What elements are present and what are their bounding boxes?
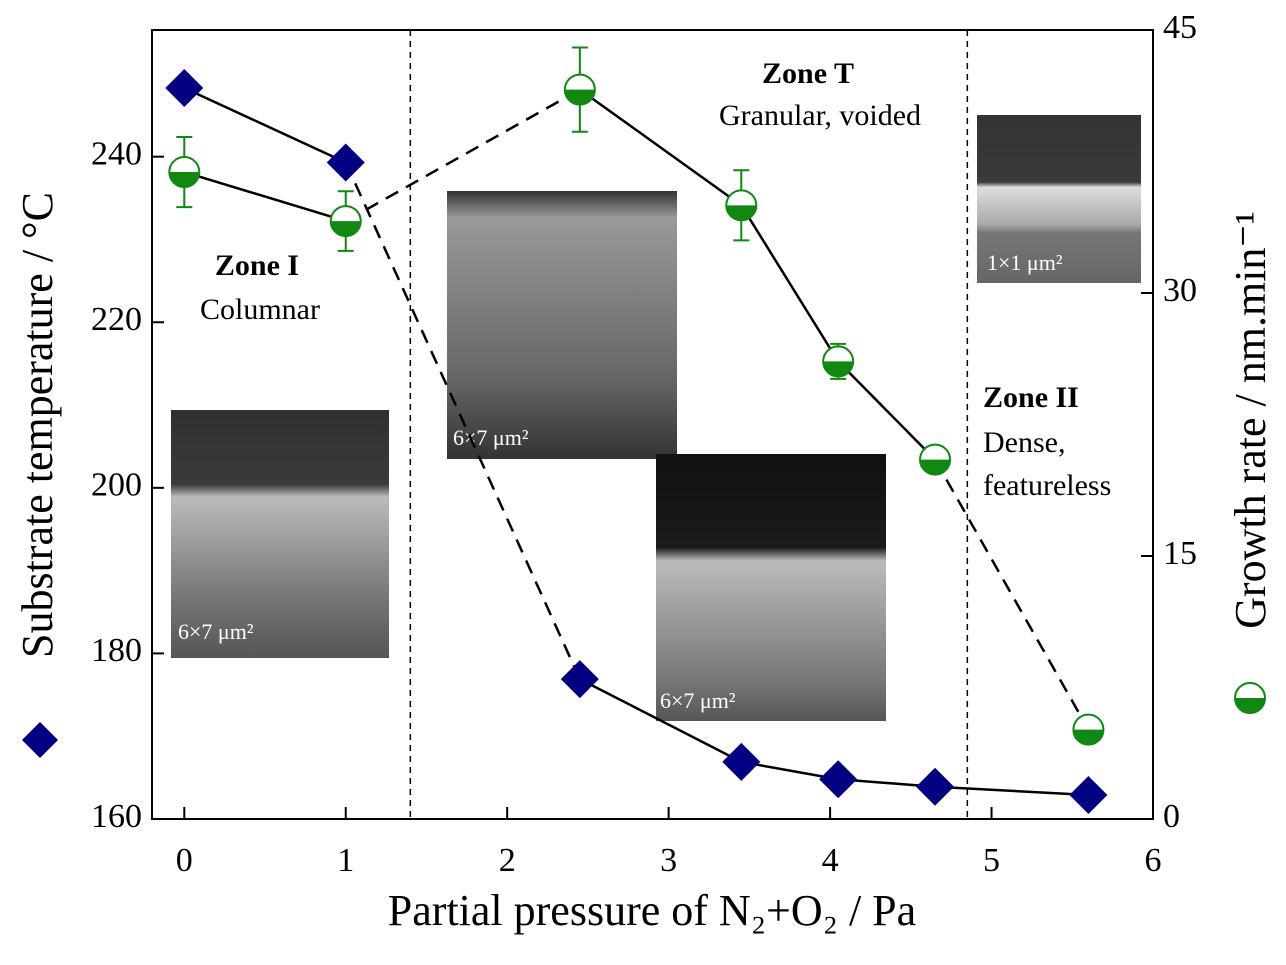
data-point-fill (726, 205, 757, 221)
x-tick-label: 1 (337, 842, 354, 879)
data-point-fill (920, 459, 951, 475)
data-point-fill (1073, 729, 1104, 745)
guide-line (933, 458, 1090, 731)
annotation: Columnar (200, 293, 320, 326)
x-axis-label: Partial pressure of N₂+O₂ / Pa (388, 886, 916, 935)
annotation: Zone I (215, 249, 299, 282)
data-point-fill (564, 89, 595, 105)
inset-label: 6×7 μm² (660, 688, 736, 713)
y-tick-label: 180 (91, 632, 142, 669)
annotation: Dense, (983, 426, 1065, 459)
annotation: Zone T (762, 57, 854, 90)
insets: 6×7 μm² 6×7 μm² 6×7 μm² 1×1 μm² (171, 115, 1141, 721)
plot-frame (151, 29, 1154, 820)
data-point (326, 143, 365, 182)
y-tick-label: 200 (91, 467, 142, 504)
y2-tick-label: 0 (1163, 798, 1180, 835)
data-point (560, 660, 599, 699)
legend-marker (22, 722, 58, 758)
inset-label: 1×1 μm² (987, 250, 1063, 275)
data-point-fill (823, 361, 854, 377)
data-point (722, 742, 761, 781)
x-tick-label: 5 (983, 842, 1000, 879)
annotation: Granular, voided (719, 99, 921, 132)
data-point (165, 68, 204, 107)
annotation: featureless (983, 469, 1111, 502)
x-tick-label: 2 (499, 842, 516, 879)
guide-line (579, 88, 936, 461)
y2-axis-label: Growth rate / nm.min⁻¹ (1226, 211, 1275, 629)
x-tick-label: 3 (660, 842, 677, 879)
y-axis-label: Substrate temperature / °C (13, 192, 62, 658)
y2-tick-label: 15 (1163, 535, 1197, 572)
inset-label: 6×7 μm² (178, 619, 254, 644)
y-tick-label: 160 (91, 798, 142, 835)
data-point-fill (169, 172, 200, 188)
inset-label: 6×7 μm² (453, 425, 529, 450)
guide-line (183, 86, 347, 164)
y2-tick-label: 45 (1163, 9, 1197, 46)
data-point (819, 760, 858, 799)
x-tick-label: 0 (176, 842, 193, 879)
x-tick-label: 4 (822, 842, 839, 879)
sem-image (977, 115, 1141, 283)
y2-tick-label: 30 (1163, 272, 1197, 309)
data-point (916, 767, 955, 806)
x-tick-label: 6 (1145, 842, 1162, 879)
sem-image (171, 410, 389, 658)
data-point (1069, 775, 1108, 814)
y-tick-label: 220 (91, 301, 142, 338)
data-point-fill (330, 221, 361, 237)
annotation: Zone II (983, 381, 1079, 414)
legend-marker (1234, 682, 1266, 714)
guide-line (183, 170, 347, 223)
sem-image (656, 454, 886, 721)
guide-line (344, 161, 581, 680)
y-tick-label: 240 (91, 135, 142, 172)
sem-image (447, 191, 677, 459)
